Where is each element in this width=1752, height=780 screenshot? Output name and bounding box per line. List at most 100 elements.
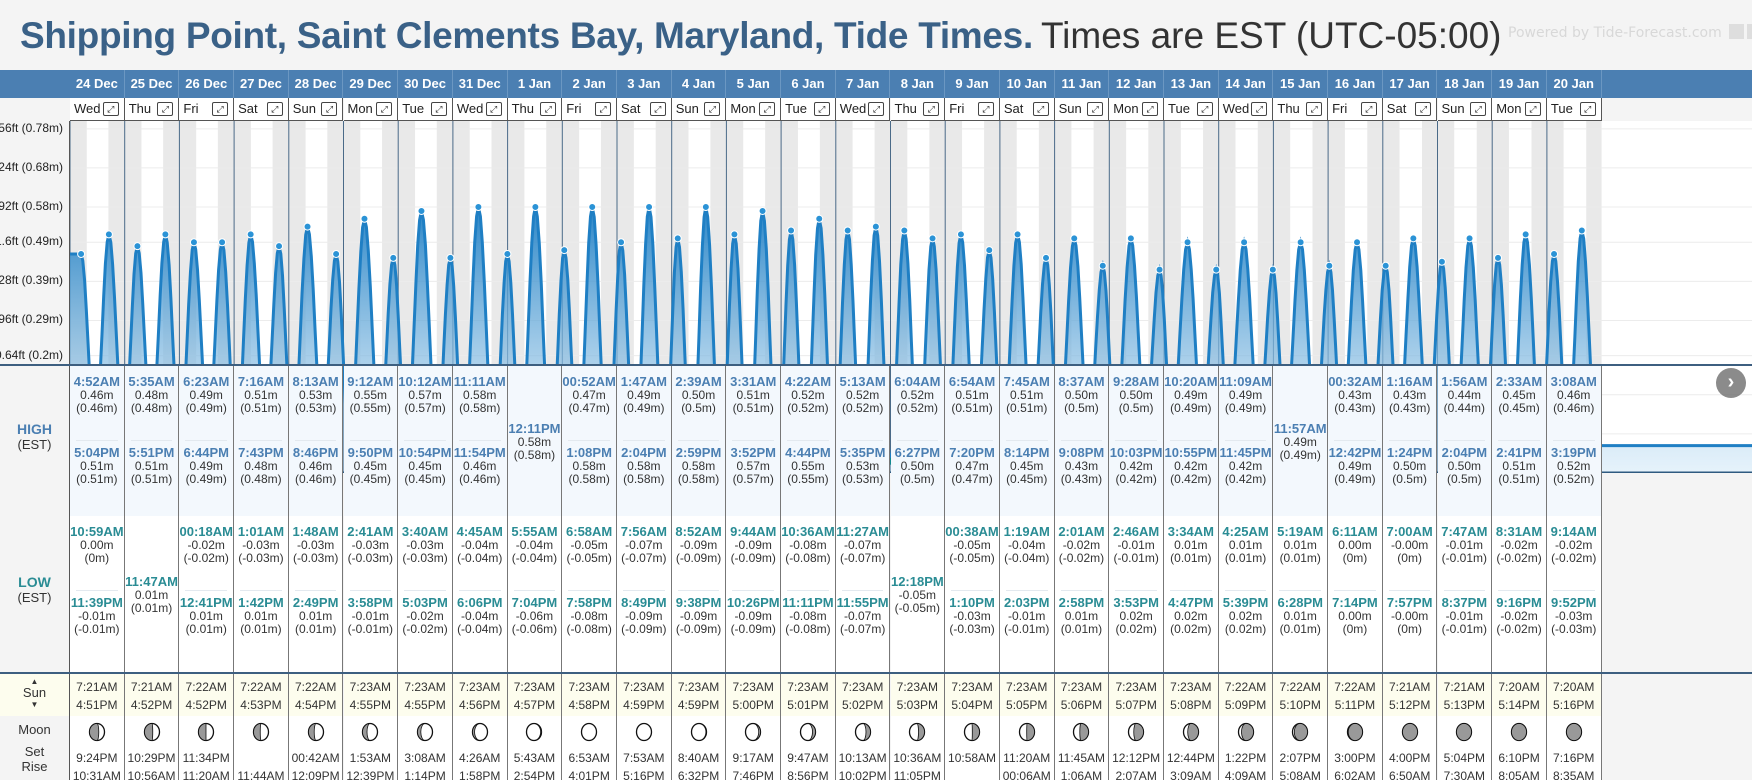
expand-day-button[interactable]: ⤢ [1579,102,1596,116]
high-tide-height-alt: (0.49m) [1224,401,1267,415]
expand-day-button[interactable]: ⤢ [1360,102,1377,116]
day-of-week-label: Mon [1113,101,1139,116]
high-tide-entry: 10:54PM 0.45m (0.45m) [398,445,452,486]
expand-day-button[interactable]: ⤢ [868,102,885,116]
high-tide-point [503,249,512,258]
sun-times-cell: 7:23AM 4:57PM [507,674,563,716]
expand-day-button[interactable]: ⤢ [594,102,611,116]
date-header-cell[interactable]: 19 Jan [1492,70,1547,98]
expand-day-button[interactable]: ⤢ [540,102,557,116]
moonset-time: 5:04PM [1443,751,1486,765]
date-header-cell[interactable]: 15 Jan [1273,70,1329,98]
expand-day-button[interactable]: ⤢ [102,102,119,116]
sun-times-cell: 7:23AM 4:59PM [617,674,672,716]
sunset-time: 5:04PM [951,698,993,712]
date-header-cell[interactable]: 12 Jan [1109,70,1164,98]
date-header-cell[interactable]: 18 Jan [1438,70,1493,98]
expand-day-button[interactable]: ⤢ [1141,102,1158,116]
low-tide-height-alt: (-0.08m) [785,551,831,565]
date-header-cell[interactable]: 17 Jan [1383,70,1438,98]
sunset-time: 5:03PM [896,698,939,712]
date-header-cell[interactable]: 27 Dec [234,70,289,98]
high-tide-height: 0.52m [1557,459,1591,473]
expand-day-button[interactable]: ⤢ [1306,102,1323,116]
expand-day-button[interactable]: ⤢ [704,102,721,116]
expand-day-button[interactable]: ⤢ [1470,102,1487,116]
moon-cell: 11:45AM 1:06AM [1054,716,1110,780]
expand-day-button[interactable]: ⤢ [759,102,776,116]
expand-day-button[interactable]: ⤢ [1087,102,1104,116]
expand-day-button[interactable]: ⤢ [266,102,283,116]
expand-day-button[interactable]: ⤢ [157,102,174,116]
date-header-cell[interactable]: 7 Jan [836,70,891,98]
high-tide-time: 1:24PM [1386,445,1433,460]
moonset-time: 1:22PM [1224,751,1267,765]
expand-day-button[interactable]: ⤢ [649,102,666,116]
expand-day-button[interactable]: ⤢ [813,102,830,116]
low-tide-height-alt: (-0.03m) [949,622,995,636]
moonrise-time: 8:56PM [787,769,829,780]
moonrise-time: 2:54PM [513,769,556,780]
date-header-cell[interactable]: 3 Jan [617,70,672,98]
moon-cell: 11:44AM [234,716,289,780]
date-header-cell[interactable]: 1 Jan [508,70,563,98]
expand-icon: ⤢ [1255,104,1263,114]
high-tide-entry: 4:44PM 0.55m (0.55m) [781,445,835,486]
date-header-cell[interactable]: 29 Dec [344,70,399,98]
date-header-cell[interactable]: 25 Dec [125,70,180,98]
expand-day-button[interactable]: ⤢ [1032,102,1049,116]
date-header-cell[interactable]: 16 Jan [1328,70,1383,98]
low-tide-time: 2:03PM [1003,595,1050,610]
sunrise-time: 7:23AM [896,680,939,694]
sunrise-time: 7:23AM [459,680,501,694]
expand-day-button[interactable]: ⤢ [212,102,229,116]
sunset-time: 5:11PM [1334,698,1376,712]
expand-day-button[interactable]: ⤢ [1415,102,1432,116]
low-tide-entry: 5:55AM -0.04m (-0.04m) [508,524,562,565]
table-separator [0,672,1752,674]
moon-shadow [1565,723,1582,741]
expand-day-button[interactable]: ⤢ [923,102,940,116]
date-header-cell[interactable]: 6 Jan [781,70,836,98]
low-tide-entry: 6:58AM -0.05m (-0.05m) [562,524,616,565]
date-header-cell[interactable]: 4 Jan [672,70,727,98]
entry-divider [841,590,884,591]
expand-day-button[interactable]: ⤢ [376,102,393,116]
expand-day-button[interactable]: ⤢ [977,102,994,116]
expand-day-button[interactable]: ⤢ [485,102,502,116]
date-header-cell[interactable]: 26 Dec [179,70,235,98]
entry-divider [458,440,501,441]
entry-divider [951,590,993,591]
date-header-cell[interactable]: 5 Jan [726,70,782,98]
low-tide-time: 4:47PM [1168,595,1214,610]
date-header-cell[interactable]: 13 Jan [1164,70,1219,98]
low-tide-time: 9:38PM [675,595,722,610]
expand-icon: ⤢ [1529,104,1537,114]
date-header-cell[interactable]: 28 Dec [289,70,344,98]
high-tide-time: 10:55PM [1164,445,1218,460]
date-header-cell[interactable]: 31 Dec [453,70,508,98]
entry-divider [404,590,446,591]
expand-day-button[interactable]: ⤢ [1251,102,1268,116]
expand-day-button[interactable]: ⤢ [1524,102,1541,116]
low-tide-height-alt: (-0.09m) [730,551,776,565]
date-header-cell[interactable]: 24 Dec [70,70,125,98]
low-tide-time: 12:18PM [890,574,944,589]
date-header-cell[interactable]: 30 Dec [398,70,453,98]
low-tide-entry: 10:59AM 0.00m (0m) [70,524,124,565]
moonset-time: 3:08AM [404,751,446,765]
date-header-cell[interactable]: 9 Jan [945,70,1000,98]
date-header-cell[interactable]: 11 Jan [1055,70,1110,98]
expand-day-button[interactable]: ⤢ [430,102,447,116]
date-header-cell[interactable]: 14 Jan [1219,70,1274,98]
date-header-cell[interactable]: 2 Jan [562,70,617,98]
date-header-cell[interactable]: 20 Jan [1547,70,1602,98]
next-page-button[interactable]: › [1716,368,1746,398]
moon-shadow [362,723,371,741]
day-of-week-cell: Sun ⤢ [1437,98,1493,121]
expand-day-button[interactable]: ⤢ [1196,102,1213,116]
date-header-cell[interactable]: 10 Jan [1000,70,1055,98]
date-header-cell[interactable]: 8 Jan [891,70,946,98]
expand-day-button[interactable]: ⤢ [321,102,338,116]
high-tide-entry: 11:54PM 0.46m (0.46m) [453,445,507,486]
